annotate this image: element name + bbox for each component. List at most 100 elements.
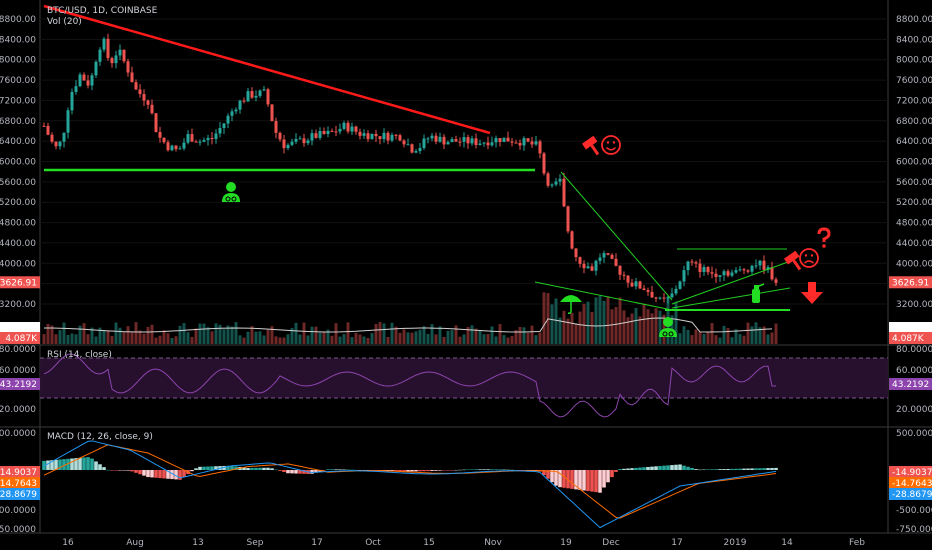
candle-body xyxy=(306,140,310,144)
macd-histogram-bar xyxy=(490,469,494,470)
macd-histogram-bar xyxy=(406,470,410,472)
volume-bar xyxy=(678,333,682,344)
candle-body xyxy=(594,260,598,271)
macd-histogram-bar xyxy=(466,469,470,471)
macd-badge-left-1: -14.7643 xyxy=(0,479,37,489)
down-arrow-icon[interactable] xyxy=(801,282,823,304)
candle-body xyxy=(94,61,98,76)
volume-bar xyxy=(318,332,322,344)
candle-body xyxy=(86,80,90,86)
candle-body xyxy=(166,142,170,151)
macd-line xyxy=(43,440,777,529)
macd-histogram-bar xyxy=(154,470,158,478)
candle-body xyxy=(314,133,318,138)
volume-bar xyxy=(194,328,198,344)
extinguisher-icon[interactable] xyxy=(752,283,765,303)
macd-badge-right-0: -14.9037 xyxy=(892,468,932,478)
price-tick-left: 8000.00 xyxy=(0,56,36,66)
macd-histogram-bar xyxy=(150,470,154,478)
macd-histogram-bar xyxy=(630,468,634,470)
candle-body xyxy=(526,138,530,142)
macd-histogram-bar xyxy=(546,470,550,479)
macd-histogram-bar xyxy=(714,469,718,470)
candle-body xyxy=(510,141,514,143)
price-tick-right: 5200.00 xyxy=(896,198,932,208)
macd-histogram-bar xyxy=(222,465,226,470)
wedge-lower-line[interactable] xyxy=(534,281,673,311)
volume-bar xyxy=(498,324,502,344)
candle-body xyxy=(634,281,638,287)
price-tick-right: 7200.00 xyxy=(896,96,932,106)
macd-histogram-bar xyxy=(166,470,170,479)
volume-bar xyxy=(70,333,74,344)
candle-body xyxy=(142,94,146,101)
macd-histogram-bar xyxy=(134,470,138,473)
macd-histogram-bar xyxy=(82,457,86,470)
price-tick-right: 6000.00 xyxy=(896,158,932,168)
macd-histogram-bar xyxy=(486,469,490,470)
macd-histogram-bar xyxy=(214,466,218,470)
macd-histogram-bar xyxy=(710,469,714,470)
volume-bar xyxy=(554,298,558,344)
macd-tick-left: 500.0000 xyxy=(0,429,36,439)
macd-histogram-bar xyxy=(282,470,286,473)
macd-pane xyxy=(40,428,888,532)
volume-bar xyxy=(354,333,358,344)
wedge-upper-line[interactable] xyxy=(560,171,673,301)
volume-bar xyxy=(594,297,598,344)
macd-title: MACD (12, 26, close, 9) xyxy=(47,432,153,442)
macd-badge-right-2-bg xyxy=(889,488,932,500)
downtrend-line[interactable] xyxy=(43,4,491,135)
macd-histogram-bar xyxy=(626,468,630,470)
green-bull-icon[interactable] xyxy=(222,182,240,202)
rising-support-line[interactable] xyxy=(671,287,791,309)
candle-body xyxy=(386,132,390,141)
frown-icon[interactable] xyxy=(799,248,819,268)
candle-body xyxy=(522,138,526,146)
green-bull-icon[interactable] xyxy=(659,317,677,337)
macd-histogram-bar xyxy=(162,470,166,479)
macd-histogram-bar xyxy=(558,470,562,488)
candle-body xyxy=(402,140,406,145)
macd-histogram-bar xyxy=(470,469,474,470)
rising-support-line-2[interactable] xyxy=(671,261,789,305)
macd-histogram-bar xyxy=(438,470,442,471)
volume-bar xyxy=(674,301,678,344)
volume-bar xyxy=(458,336,462,344)
candle-body xyxy=(438,136,442,142)
volume-bar xyxy=(654,308,658,344)
candle-body xyxy=(478,143,482,145)
volume-bar xyxy=(474,328,478,344)
gavel-icon[interactable] xyxy=(783,250,806,274)
macd-histogram-bar xyxy=(502,469,506,471)
volume-bar xyxy=(270,326,274,344)
macd-histogram-bar xyxy=(146,470,150,478)
volume-low-badge-left: 4.087K xyxy=(5,334,38,344)
volume-bar xyxy=(766,334,770,344)
candle-body xyxy=(614,258,618,266)
volume-bar xyxy=(198,323,202,344)
price-tick-left: 8800.00 xyxy=(0,15,36,25)
volume-bar xyxy=(342,334,346,344)
volume-bar xyxy=(410,332,414,344)
macd-histogram-bar xyxy=(270,468,274,470)
macd-histogram-bar xyxy=(98,464,102,470)
macd-histogram-bar xyxy=(762,468,766,470)
volume-low-badge-right: 4.087K xyxy=(892,334,925,344)
volume-bar xyxy=(150,324,154,344)
question-icon[interactable] xyxy=(817,227,831,248)
macd-histogram-bar xyxy=(86,457,90,470)
gavel-icon[interactable] xyxy=(581,135,604,159)
macd-histogram-bar xyxy=(690,467,694,470)
smile-icon[interactable] xyxy=(601,135,621,155)
candle-body xyxy=(454,139,458,142)
candle-body xyxy=(694,262,698,264)
macd-histogram-bar xyxy=(498,469,502,470)
macd-histogram-bar xyxy=(646,466,650,470)
candle-body xyxy=(466,137,470,144)
umbrella-icon[interactable] xyxy=(560,295,582,314)
rsi-line xyxy=(43,353,776,418)
volume-bar xyxy=(750,326,754,344)
price-tick-right: 4800.00 xyxy=(896,219,932,229)
